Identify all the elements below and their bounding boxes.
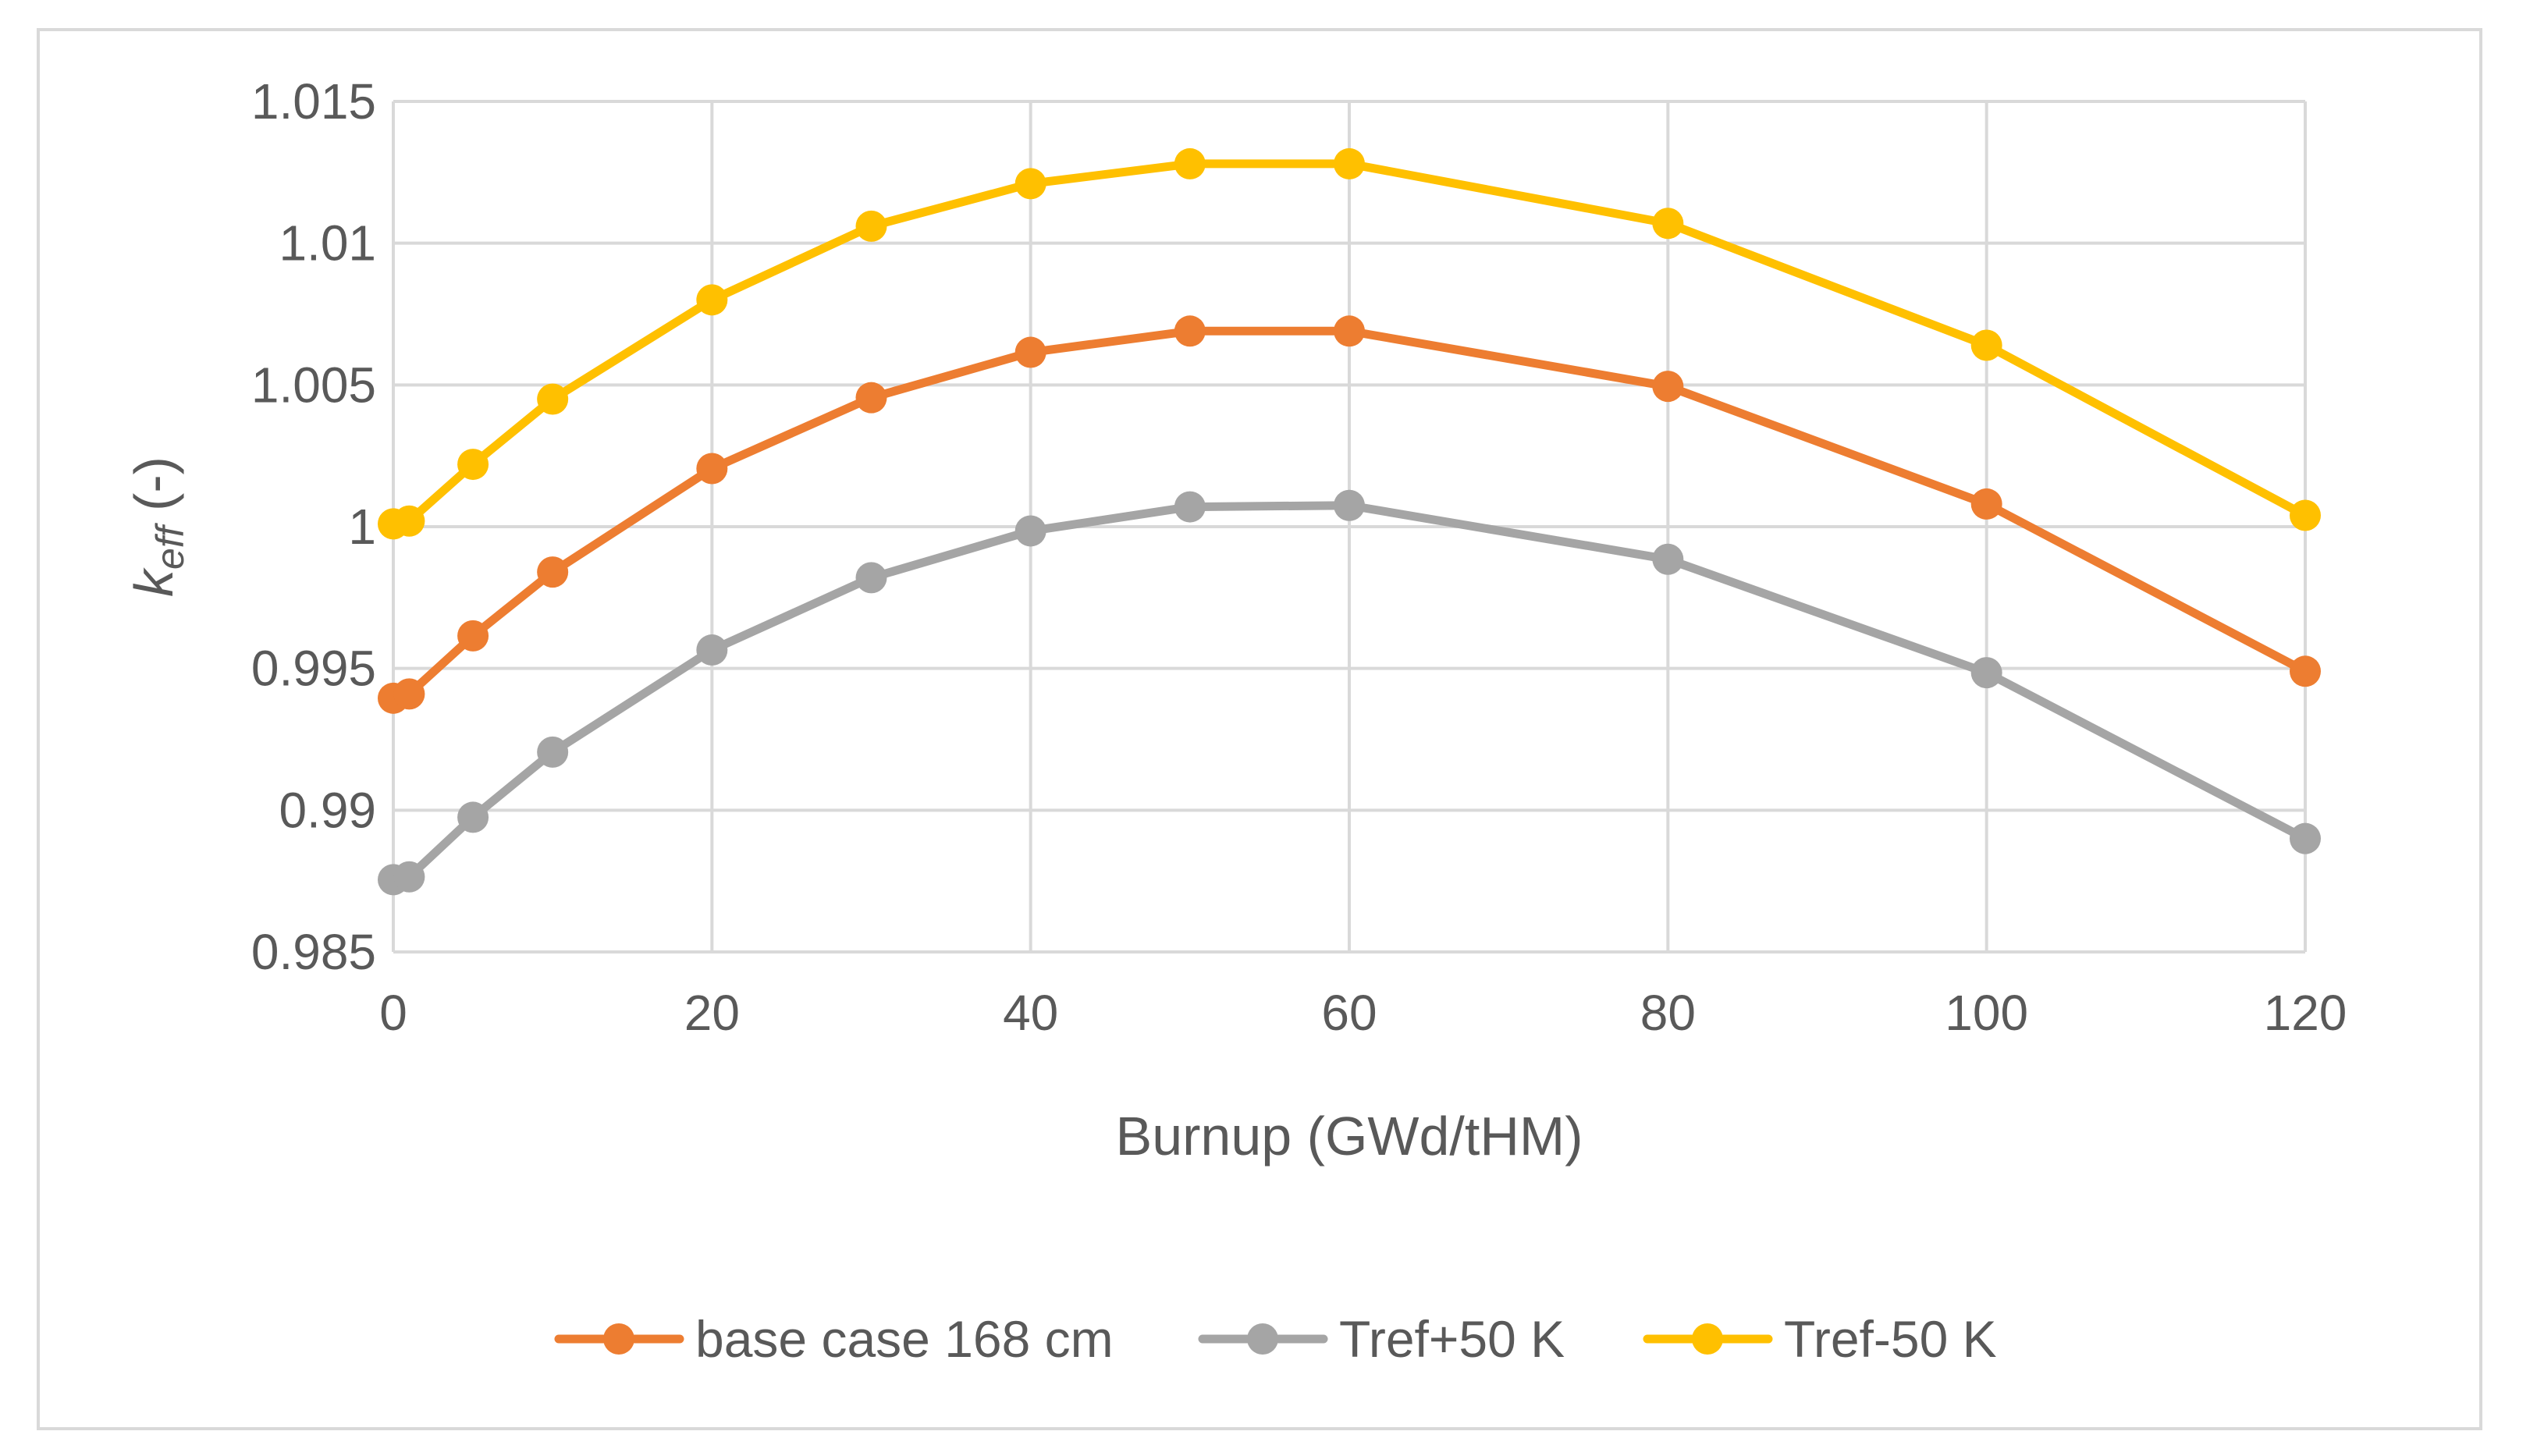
x-axis-title: Burnup (GWd/tHM) (1116, 1106, 1583, 1167)
tick-labels: 0.985 0.99 0.995 1 1.005 1.01 1.015 0 20 40 60 80 10… (251, 73, 2347, 1041)
data-point (696, 634, 728, 666)
data-point (393, 505, 425, 537)
y-axis-title-base: k (123, 567, 184, 597)
data-point (696, 453, 728, 485)
chart-frame: 0.985 0.99 0.995 1 1.005 1.01 1.015 0 20 40 60 80 10… (37, 28, 2482, 1430)
y-axis-title-suffix: (-) (123, 456, 184, 526)
series-tref-50-k (378, 147, 2321, 540)
y-tick-label: 1.01 (279, 215, 376, 272)
data-point (457, 620, 489, 652)
y-tick-label: 0.99 (279, 782, 376, 838)
data-point (696, 284, 728, 316)
y-tick-label: 0.995 (251, 641, 376, 697)
data-point (1014, 336, 1046, 368)
data-point (855, 562, 887, 594)
legend-item: Tref-50 K (1643, 1310, 1997, 1368)
data-point (1334, 489, 1365, 521)
legend-item: Tref+50 K (1198, 1310, 1565, 1368)
data-point (393, 678, 425, 710)
y-tick-label: 1.015 (251, 73, 376, 130)
data-point (1652, 208, 1684, 240)
x-tick-label: 0 (379, 985, 407, 1041)
x-tick-label: 20 (684, 985, 740, 1041)
series-tref-50-k (378, 489, 2321, 896)
y-axis-title-subscript: eff (148, 522, 192, 570)
data-point (393, 861, 425, 893)
y-tick-label: 0.985 (251, 924, 376, 980)
data-point (1652, 543, 1684, 575)
data-point (537, 736, 569, 768)
legend-swatch-marker (1692, 1323, 1723, 1355)
legend-swatch-marker (1247, 1323, 1278, 1355)
line-chart: 0.985 0.99 0.995 1 1.005 1.01 1.015 0 20 40 60 80 10… (123, 73, 2347, 1368)
data-point (537, 556, 569, 588)
data-point (1334, 315, 1365, 347)
data-point (1174, 147, 1206, 179)
series-lines (378, 147, 2321, 896)
gridlines (392, 100, 2307, 954)
data-point (1652, 371, 1684, 403)
data-point (1014, 168, 1046, 200)
y-axis-title: keff (-) (123, 456, 192, 597)
x-tick-label: 100 (1945, 985, 2028, 1041)
data-point (855, 382, 887, 414)
data-point (1970, 657, 2002, 689)
data-point (1014, 515, 1046, 547)
legend-swatch-marker (603, 1323, 634, 1355)
data-point (1970, 488, 2002, 520)
data-point (1174, 491, 1206, 523)
data-point (855, 210, 887, 242)
legend-label: Tref+50 K (1339, 1310, 1565, 1368)
data-point (2290, 499, 2321, 531)
legend: base case 168 cm Tref+50 K Tref-50 K (554, 1310, 1997, 1368)
data-point (2290, 822, 2321, 854)
legend-item: base case 168 cm (554, 1310, 1114, 1368)
data-point (537, 383, 569, 415)
data-point (457, 449, 489, 481)
x-tick-label: 80 (1640, 985, 1696, 1041)
legend-label: Tref-50 K (1784, 1310, 1997, 1368)
data-point (1334, 147, 1365, 179)
data-point (1970, 329, 2002, 361)
x-tick-label: 120 (2264, 985, 2347, 1041)
series-base-case-168-cm (378, 315, 2321, 714)
legend-label: base case 168 cm (695, 1310, 1114, 1368)
data-point (457, 801, 489, 833)
y-tick-label: 1.005 (251, 357, 376, 413)
data-point (1174, 315, 1206, 347)
y-tick-label: 1 (348, 499, 376, 555)
x-tick-label: 40 (1003, 985, 1058, 1041)
data-point (2290, 655, 2321, 687)
x-tick-label: 60 (1321, 985, 1377, 1041)
